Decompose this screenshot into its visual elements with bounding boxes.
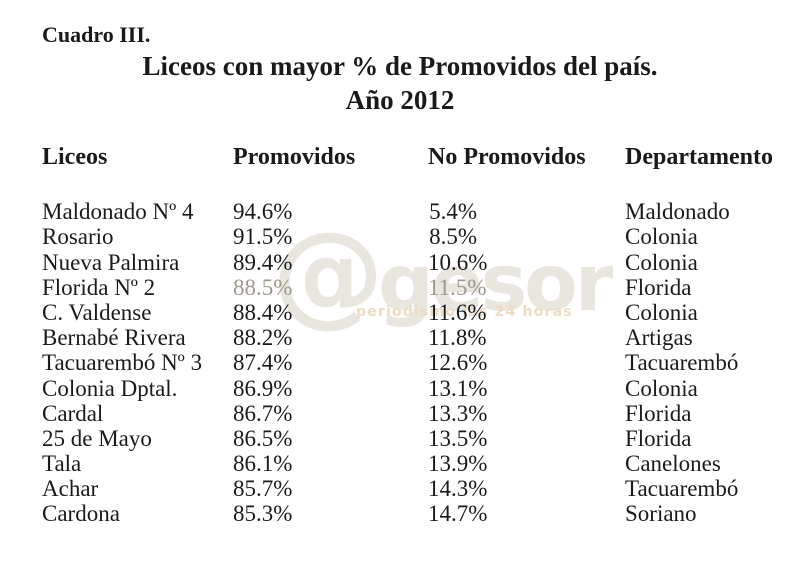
cell-promovidos: 88.5%: [233, 274, 293, 300]
table-row: Rosario 91.5% 8.5% Colonia: [42, 224, 800, 249]
cell-promovidos: 89.4%: [233, 249, 293, 275]
header-departamento: Departamento: [625, 144, 773, 170]
cell-promovidos: 85.3%: [233, 501, 293, 527]
cell-no-promovidos: 8.5%: [429, 224, 477, 250]
cell-departamento: Maldonado: [625, 199, 730, 225]
cell-departamento: Canelones: [625, 451, 721, 477]
cell-departamento: Florida: [625, 400, 692, 426]
cell-no-promovidos: 11.5%: [428, 274, 487, 300]
cell-promovidos: 87.4%: [233, 350, 293, 376]
cell-liceo: Nueva Palmira: [42, 249, 180, 275]
cell-no-promovidos: 13.1%: [428, 375, 488, 401]
page-title-line2: Año 2012: [345, 85, 455, 115]
table-row: Tacuarembó Nº 3 87.4% 12.6% Tacuarembó: [42, 350, 800, 375]
table-row: C. Valdense 88.4% 11.6% Colonia: [42, 300, 800, 325]
cell-promovidos: 91.5%: [233, 224, 293, 250]
page-title: Liceos con mayor % de Promovidos del paí…: [0, 49, 800, 117]
cell-departamento: Colonia: [625, 375, 698, 401]
table-row: Colonia Dptal. 86.9% 13.1% Colonia: [42, 376, 800, 401]
cell-liceo: Achar: [42, 476, 99, 502]
cell-liceo: C. Valdense: [42, 299, 152, 325]
table-row: Cardona 85.3% 14.7% Soriano: [42, 501, 800, 526]
cell-liceo: Tala: [42, 451, 82, 477]
cell-liceo: Cardal: [42, 400, 104, 426]
cell-no-promovidos: 11.6%: [428, 299, 487, 325]
cell-no-promovidos: 13.5%: [428, 425, 488, 451]
cell-no-promovidos: 14.7%: [428, 501, 488, 527]
cell-promovidos: 86.7%: [233, 400, 293, 426]
cell-no-promovidos: 13.9%: [428, 451, 488, 477]
cell-liceo: Rosario: [42, 224, 114, 250]
header-liceos: Liceos: [42, 144, 108, 170]
header-promovidos: Promovidos: [233, 144, 356, 170]
cell-liceo: Bernabé Rivera: [42, 325, 186, 351]
table-row: Maldonado Nº 4 94.6% 5.4% Maldonado: [42, 199, 800, 224]
cell-liceo: Cardona: [42, 501, 120, 527]
cell-no-promovidos: 13.3%: [428, 400, 488, 426]
cell-liceo: 25 de Mayo: [42, 425, 152, 451]
cell-liceo: Tacuarembó Nº 3: [42, 350, 203, 376]
cell-promovidos: 86.1%: [233, 451, 293, 477]
cell-departamento: Soriano: [625, 501, 697, 527]
cell-departamento: Colonia: [625, 224, 698, 250]
cell-departamento: Colonia: [625, 249, 698, 275]
cell-promovidos: 86.5%: [233, 425, 293, 451]
cell-departamento: Florida: [625, 274, 692, 300]
cell-no-promovidos: 5.4%: [429, 199, 477, 225]
cell-liceo: Colonia Dptal.: [42, 375, 178, 401]
cell-liceo: Maldonado Nº 4: [42, 199, 194, 225]
cell-promovidos: 88.2%: [233, 325, 293, 351]
cell-promovidos: 85.7%: [233, 476, 293, 502]
cell-no-promovidos: 11.8%: [428, 325, 487, 351]
cell-no-promovidos: 10.6%: [428, 249, 488, 275]
table-row: 25 de Mayo 86.5% 13.5% Florida: [42, 426, 800, 451]
cell-promovidos: 94.6%: [233, 199, 293, 225]
cell-departamento: Colonia: [625, 299, 698, 325]
cell-departamento: Florida: [625, 425, 692, 451]
header-spacer: [42, 170, 800, 199]
cell-no-promovidos: 14.3%: [428, 476, 488, 502]
table-row: Achar 85.7% 14.3% Tacuarembó: [42, 476, 800, 501]
table-header-row: Liceos Promovidos No Promovidos Departam…: [42, 144, 800, 170]
table-row: Florida Nº 2 88.5% 11.5% Florida: [42, 275, 800, 300]
table-row: Tala 86.1% 13.9% Canelones: [42, 451, 800, 476]
cell-departamento: Tacuarembó: [625, 476, 739, 502]
cell-promovidos: 88.4%: [233, 299, 293, 325]
page-title-line1: Liceos con mayor % de Promovidos del paí…: [142, 51, 658, 81]
table-row: Nueva Palmira 89.4% 10.6% Colonia: [42, 250, 800, 275]
table-row: Bernabé Rivera 88.2% 11.8% Artigas: [42, 325, 800, 350]
cell-liceo: Florida Nº 2: [42, 274, 156, 300]
table-row: Cardal 86.7% 13.3% Florida: [42, 401, 800, 426]
promovidos-table: Liceos Promovidos No Promovidos Departam…: [42, 144, 800, 527]
cell-no-promovidos: 12.6%: [428, 350, 488, 376]
cell-departamento: Tacuarembó: [625, 350, 739, 376]
table-number-label: Cuadro III.: [42, 22, 151, 47]
cell-departamento: Artigas: [625, 325, 693, 351]
cell-promovidos: 86.9%: [233, 375, 293, 401]
header-no-promovidos: No Promovidos: [428, 144, 586, 170]
